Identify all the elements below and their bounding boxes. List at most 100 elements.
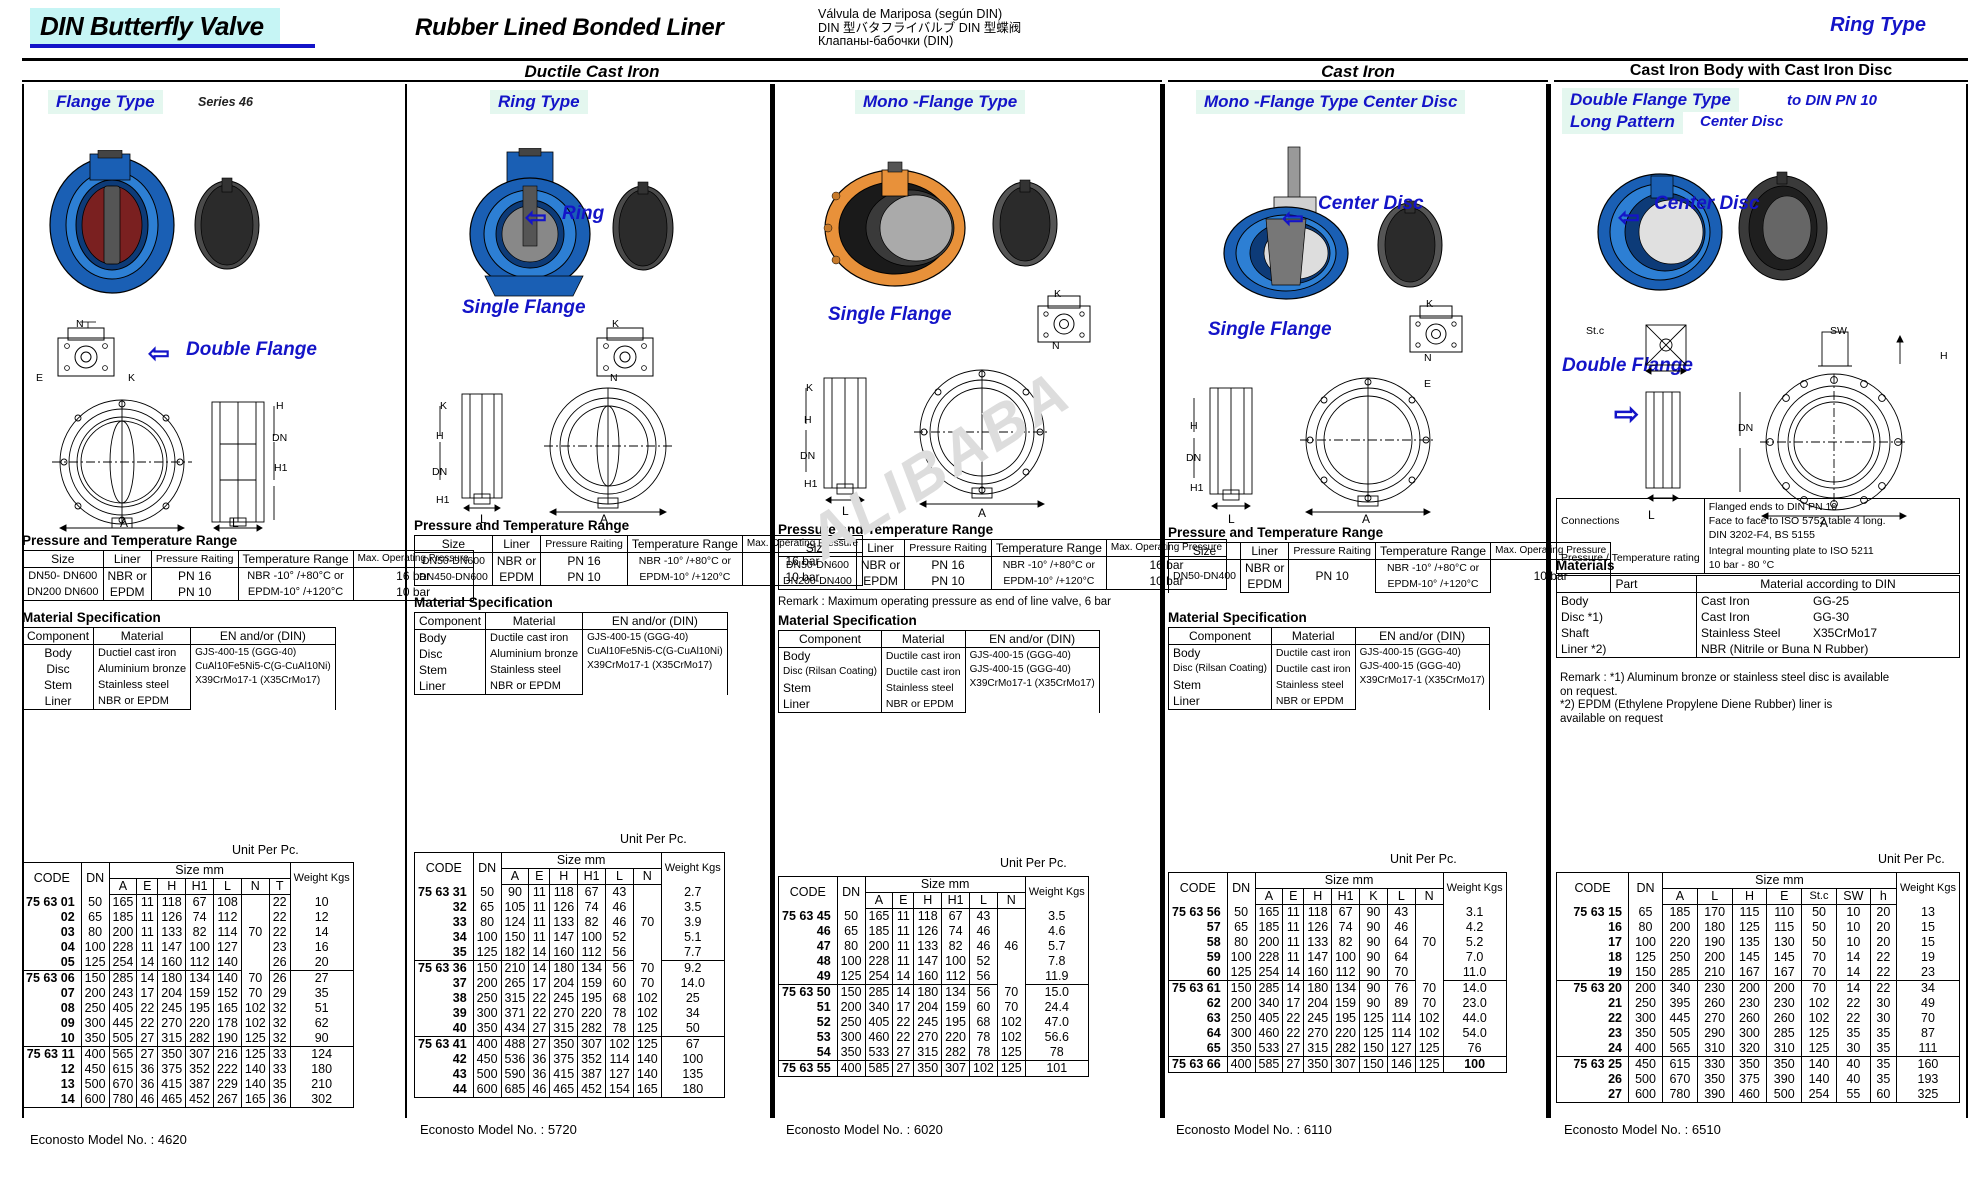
table-row: 75 63 56 50 165 11 118 67 90 43 70 3.1 (1168, 904, 1507, 981)
table-row: Connections Flanged ends to DIN PN 10 Fa… (1556, 498, 1961, 543)
label-dn-col4: DN (1186, 452, 1202, 464)
col-sep-3 (1160, 84, 1165, 1118)
ms-en-2: CuAl10Fe5Ni5-C(G-CuAl10Ni) (195, 661, 331, 672)
table-row: Stem Stainless steel (778, 680, 1100, 696)
callout-center-disc-col4: Center Disc (1318, 194, 1424, 214)
valve-technical-drawing-col5 (1739, 331, 1908, 520)
table-row: 65 350 533 27 315 282 150 127 125 76 (1168, 1041, 1507, 1057)
table-row: 26 500 670 350 375 390 140 40 35 193 (1556, 1072, 1961, 1087)
pt-th-size: Size (22, 550, 104, 568)
table-row: DN200-DN400 EPDM PN 10 EPDM-10° /+120°C … (778, 573, 1228, 590)
table-row: 21 250 395 260 230 230 102 22 30 49 (1556, 996, 1961, 1011)
label-h-col4: H (1190, 420, 1198, 432)
valve-3d-illustration-col2 (469, 148, 674, 297)
label-a-col4: A (1362, 512, 1371, 526)
table-row: 75 63 36 150 210 14 180 134 56 70 9.2 (414, 960, 725, 976)
table-row: 27 600 780 390 460 500 254 55 60 325 (1556, 1087, 1961, 1103)
table-row: DN50-DN600 NBR or PN 16 NBR -10° /+80°C … (414, 552, 864, 569)
caption-pt-col1: Pressure and Temperature Range (22, 533, 238, 548)
mounting-plate-drawing-col1 (57, 321, 115, 377)
group-label-ductile: Ductile Cast Iron (524, 62, 660, 81)
label-h-col5: H (1940, 350, 1948, 362)
table-row: 51 200 340 17 204 159 60 70 24.4 (778, 1000, 1089, 1015)
type-label-long-pattern: Long Pattern (1562, 110, 1683, 134)
pt-size-2: DN200 DN600 (22, 584, 104, 601)
label-dn-col3: DN (800, 450, 816, 462)
arrow-left-icon-center-disc-col5: ⇦ (1618, 202, 1640, 232)
label-stc-col5: St.c (1586, 325, 1605, 337)
pressure-temperature-table-col4: Size Liner Pressure Raiting Temperature … (1167, 542, 1612, 593)
label-h-col3: H (804, 414, 812, 426)
table-row: 48 100 228 11 147 100 52 7.8 (778, 954, 1089, 969)
col-sep-1 (405, 84, 407, 1118)
table-row: 63 250 405 22 245 195 125 114 102 44.0 (1168, 1011, 1507, 1026)
multilingual-titles: Válvula de Mariposa (según DIN) DIN 型バタフ… (818, 7, 1021, 49)
table-row: Stem Stainless steel (413, 662, 728, 678)
material-spec-table-col1: Component Material EN and/or (DIN) Body … (21, 627, 336, 710)
mat5-row4: NBR (Nitrile or Buna N Rubber) (1696, 641, 1960, 658)
table-row: 18 125 250 200 145 145 70 14 22 19 (1556, 950, 1961, 965)
valve-3d-illustration-col1 (49, 150, 260, 294)
table-row: 10 350 505 27 315 282 190 125 32 90 (22, 1031, 354, 1047)
table-row: DN50-DN600 NBR or PN 16 NBR -10° /+80°C … (778, 556, 1228, 573)
valve-technical-drawing-col1 (52, 399, 275, 532)
unit-per-pc-col1: Unit Per Pc. (232, 843, 299, 857)
table-row: DN50-DN400 NBR or PN 10 NBR -10° /+80°C … (1167, 559, 1612, 593)
table-row: 75 63 31 50 90 11 118 67 43 70 2.7 (414, 884, 725, 961)
table-row: 60 125 254 14 160 112 90 70 11.0 (1168, 965, 1507, 981)
table-row: 75 63 50 150 285 14 180 134 56 70 15.0 (778, 984, 1089, 1000)
callout-center-disc-text-col4: Center Disc (1318, 193, 1424, 214)
econosto-model-col2: Econosto Model No. : 5720 (420, 1122, 577, 1137)
table-row: 59 100 228 11 147 100 90 64 7.0 (1168, 950, 1507, 965)
col-sep-4 (1546, 84, 1551, 1118)
arrow-left-icon-ring: ⇦ (525, 202, 547, 232)
label-n-col1: N (76, 318, 84, 330)
econosto-model-col1: Econosto Model No. : 4620 (30, 1132, 187, 1147)
header-rule (22, 58, 1968, 61)
label-n-col2: N (610, 372, 618, 384)
title-underline (30, 44, 315, 48)
type-label-flange: Flange Type (48, 90, 163, 114)
pt2-th-size: Size (414, 535, 493, 553)
mat5-row2: Cast Iron GG-30 (1696, 609, 1960, 625)
valve-technical-drawing-col4 (1193, 377, 1436, 516)
caption-ms-col3: Material Specification (778, 613, 917, 628)
dim-th-a: A (108, 878, 138, 895)
table-row: 33 80 124 11 133 82 46 3.9 (414, 915, 725, 930)
table-row: DN200 DN600 EPDM PN 10 EPDM-10° /+120°C … (22, 584, 474, 601)
table-row: 04 100 228 11 147 100 127 23 16 (22, 940, 354, 955)
label-dn-col1: DN (272, 432, 288, 444)
dim-th-dn: DN (80, 862, 110, 895)
caption-ms-col1: Material Specification (22, 610, 161, 625)
valve-3d-illustration-col5 (1597, 171, 1828, 291)
lang-ru: Клапаны-бабочки (DIN) (818, 34, 954, 49)
pt-th-pressure: Pressure Raiting (150, 550, 239, 568)
caption-pt-col2: Pressure and Temperature Range (414, 518, 630, 533)
table-row: 75 63 61 150 285 14 180 134 90 76 70 14.0 (1168, 980, 1507, 996)
pt-th-liner: Liner (102, 550, 152, 568)
type-note-series46: Series 46 (198, 95, 253, 109)
table-row: 38 250 315 22 245 195 68 102 25 (414, 991, 725, 1006)
table-row: 24 400 565 310 320 310 125 30 35 111 (1556, 1041, 1961, 1057)
callout-ring-col2: Ring (562, 203, 605, 224)
table-row: 58 80 200 11 133 82 90 64 5.2 (1168, 935, 1507, 950)
table-row: 40 350 434 27 315 282 78 125 50 (414, 1021, 725, 1037)
callout-single-flange-col2: Single Flange (462, 297, 586, 318)
table-row: 44 600 685 46 465 452 154 165 180 (414, 1082, 725, 1098)
callout-single-flange-col3: Single Flange (828, 304, 952, 325)
callout-center-disc-col5: Center Disc (1654, 194, 1760, 214)
pt-max-2: 10 bar (352, 584, 474, 601)
ms3-en-block: GJS-400-15 (GGG-40) GJS-400-15 (GGG-40) … (964, 647, 1100, 713)
dim-th-weight: Weight Kgs (289, 862, 354, 895)
pt2-th-temp: Temperature Range (626, 535, 743, 553)
table-row: 14 600 780 46 465 452 267 165 36 302 (22, 1092, 354, 1108)
materials-table-col5: Part Material according to DIN Body Cast… (1556, 575, 1960, 658)
table-row: 43 500 590 36 415 387 127 140 135 (414, 1067, 725, 1082)
label-l-col3: L (842, 504, 849, 518)
label-e-col1: E (36, 372, 44, 384)
label-h1-col2: H1 (436, 494, 450, 506)
pt-liner-1: NBR or (102, 567, 152, 584)
table-row: Shaft Stainless Steel X35CrMo17 (1556, 625, 1960, 641)
table-row: EPDM EPDM-10° /+120°C (1169, 576, 1611, 593)
